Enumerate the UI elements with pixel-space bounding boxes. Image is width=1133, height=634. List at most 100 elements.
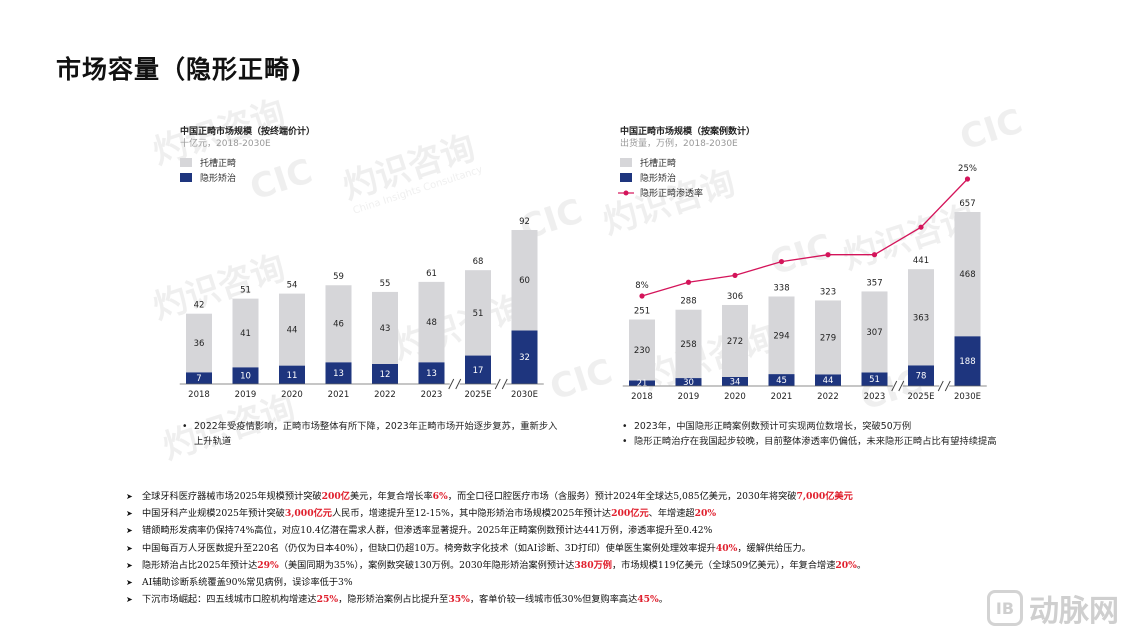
bar-traditional bbox=[232, 298, 259, 368]
highlight-value: 25% bbox=[316, 594, 339, 606]
category-label: 2020 bbox=[724, 392, 746, 402]
point-text: 错颌畸形发病率仍保持74%高位，对应10.4亿潜在需求人群，但渗透率显著提升。2… bbox=[142, 525, 713, 537]
bar-total: 54 bbox=[287, 281, 298, 291]
point-text: 中国牙科产业规模2025年预计突破 bbox=[142, 508, 285, 520]
point-text: AI辅助诊断系统覆盖90%常见病例，误诊率低于3% bbox=[142, 577, 353, 589]
bar-invisible bbox=[418, 362, 445, 384]
bar-total: 338 bbox=[773, 283, 789, 293]
point-text: 、年增速超 bbox=[648, 508, 695, 520]
bar-invisible bbox=[861, 372, 888, 386]
bar-total: 657 bbox=[959, 199, 975, 209]
legend-dot bbox=[623, 190, 629, 196]
point-text: ，市场规模119亿美元（全球509亿美元），年复合增速 bbox=[611, 559, 836, 571]
point-text: ，而全口径口腔医疗市场（含服务）预计2024年全球达5,085亿美元，2030年… bbox=[447, 491, 797, 502]
logo-icon: IB bbox=[987, 590, 1023, 626]
bar-value-traditional: 41 bbox=[240, 329, 251, 339]
bar-value-invisible: 30 bbox=[683, 378, 694, 388]
right-note: 隐形正畸治疗在我国起步较晚，目前整体渗透率仍偏低，未来隐形正畸占比有望持续提高 bbox=[620, 434, 1000, 449]
category-label: 2019 bbox=[678, 392, 700, 402]
bar-value-traditional: 230 bbox=[634, 346, 650, 356]
bar-invisible bbox=[279, 365, 305, 384]
axis-break-mark bbox=[891, 380, 898, 392]
highlight-value: 40% bbox=[715, 542, 738, 554]
bar-total: 51 bbox=[240, 286, 251, 296]
bar-value-traditional: 363 bbox=[913, 313, 929, 323]
bar-value-traditional: 43 bbox=[380, 324, 391, 334]
axis-break-gap bbox=[939, 380, 950, 392]
category-label: 2018 bbox=[188, 390, 210, 400]
bar-traditional bbox=[629, 319, 655, 381]
category-label: 2021 bbox=[328, 390, 350, 400]
bar-invisible bbox=[325, 362, 352, 384]
axis-break-mark bbox=[937, 380, 944, 392]
legend-label: 托槽正畸 bbox=[640, 157, 676, 169]
bar-traditional bbox=[372, 291, 398, 364]
point-text: 中国每百万人牙医数提升至220名（仍仅为日本40%），但缺口仍超10万。椅旁数字… bbox=[142, 542, 716, 554]
legend-label: 隐形矫治 bbox=[640, 172, 676, 184]
right-notes: 2023年，中国隐形正畸案例数预计可实现两位数增长，突破50万例 隐形正畸治疗在… bbox=[620, 419, 1000, 449]
point-text: 。 bbox=[856, 559, 867, 571]
category-label: 2022 bbox=[374, 390, 396, 400]
axis-break-mark bbox=[455, 378, 462, 390]
bar-traditional bbox=[465, 270, 491, 356]
category-label: 2022 bbox=[817, 392, 839, 402]
axis-break-mark bbox=[448, 378, 455, 390]
key-point: 隐形矫治占比2025年预计达29%（美国同期为35%），案例数突破130万例。2… bbox=[126, 557, 1006, 574]
bar-traditional bbox=[418, 281, 445, 363]
legend-label: 隐形矫治 bbox=[200, 172, 236, 184]
axis-break-mark bbox=[898, 380, 905, 392]
highlight-value: 45% bbox=[637, 594, 659, 606]
highlight-value: 20% bbox=[835, 559, 857, 571]
bar-invisible bbox=[675, 378, 702, 386]
penetration-point bbox=[825, 252, 831, 258]
category-label: 2025E bbox=[907, 392, 934, 402]
point-text: ，缓解供给压力。 bbox=[737, 542, 811, 554]
point-text: 。 bbox=[658, 594, 668, 606]
bar-invisible bbox=[186, 372, 212, 384]
highlight-value: 380万例 bbox=[574, 559, 612, 571]
bar-value-invisible: 188 bbox=[959, 357, 975, 367]
bar-total: 306 bbox=[727, 292, 743, 302]
key-point: 下沉市场崛起：四五线城市口腔机构增速达25%，隐形矫治案例占比提升至35%，客单… bbox=[126, 591, 1006, 608]
bar-value-invisible: 13 bbox=[333, 369, 344, 379]
penetration-point bbox=[871, 252, 878, 258]
point-text: 下沉市场崛起：四五线城市口腔机构增速达 bbox=[142, 594, 317, 606]
bar-value-invisible: 11 bbox=[287, 371, 298, 381]
bar-total: 441 bbox=[913, 256, 929, 266]
bar-value-traditional: 468 bbox=[959, 270, 975, 280]
bar-total: 55 bbox=[380, 279, 391, 289]
key-point: 中国牙科产业规模2025年预计突破3,000亿元人民币，增速提升至12-15%，… bbox=[126, 505, 1006, 522]
bar-value-invisible: 45 bbox=[776, 376, 787, 386]
penetration-point bbox=[964, 176, 971, 182]
category-label: 2030E bbox=[954, 392, 981, 402]
category-label: 2019 bbox=[235, 390, 257, 400]
penetration-point bbox=[778, 258, 785, 265]
left-notes: 2022年受疫情影响，正畸市场整体有所下降，2023年正畸市场开始逐步复苏，重新… bbox=[180, 419, 560, 449]
point-text: 隐形矫治占比2025年预计达 bbox=[142, 559, 258, 571]
bar-traditional bbox=[511, 230, 538, 331]
legend-label: 托槽正畸 bbox=[200, 157, 236, 169]
bar-value-traditional: 36 bbox=[194, 339, 205, 349]
chart-title: 中国正畸市场规模（按案例数计） bbox=[620, 125, 755, 137]
right-note: 2023年，中国隐形正畸案例数预计可实现两位数增长，突破50万例 bbox=[620, 419, 1000, 434]
bar-value-traditional: 48 bbox=[426, 318, 437, 328]
point-text: 美元，年复合增长率 bbox=[349, 491, 433, 502]
penetration-label: 25% bbox=[958, 164, 977, 174]
bar-invisible bbox=[511, 330, 538, 384]
bar-traditional bbox=[954, 212, 981, 337]
penetration-label: 8% bbox=[635, 281, 649, 291]
bar-value-traditional: 279 bbox=[820, 333, 836, 343]
bar-value-invisible: 78 bbox=[916, 372, 927, 382]
bar-invisible bbox=[722, 376, 748, 386]
bar-value-traditional: 51 bbox=[473, 309, 484, 319]
legend-swatch-invisible bbox=[180, 173, 192, 182]
point-text: ，隐形矫治案例占比提升至 bbox=[338, 594, 449, 606]
bar-total: 323 bbox=[820, 287, 836, 297]
bar-invisible bbox=[465, 355, 491, 384]
bar-value-invisible: 10 bbox=[240, 372, 251, 382]
category-label: 2020 bbox=[281, 390, 303, 400]
bar-value-invisible: 32 bbox=[519, 353, 530, 363]
highlight-value: 3,000亿元 bbox=[284, 508, 332, 520]
bar-traditional bbox=[815, 300, 841, 375]
